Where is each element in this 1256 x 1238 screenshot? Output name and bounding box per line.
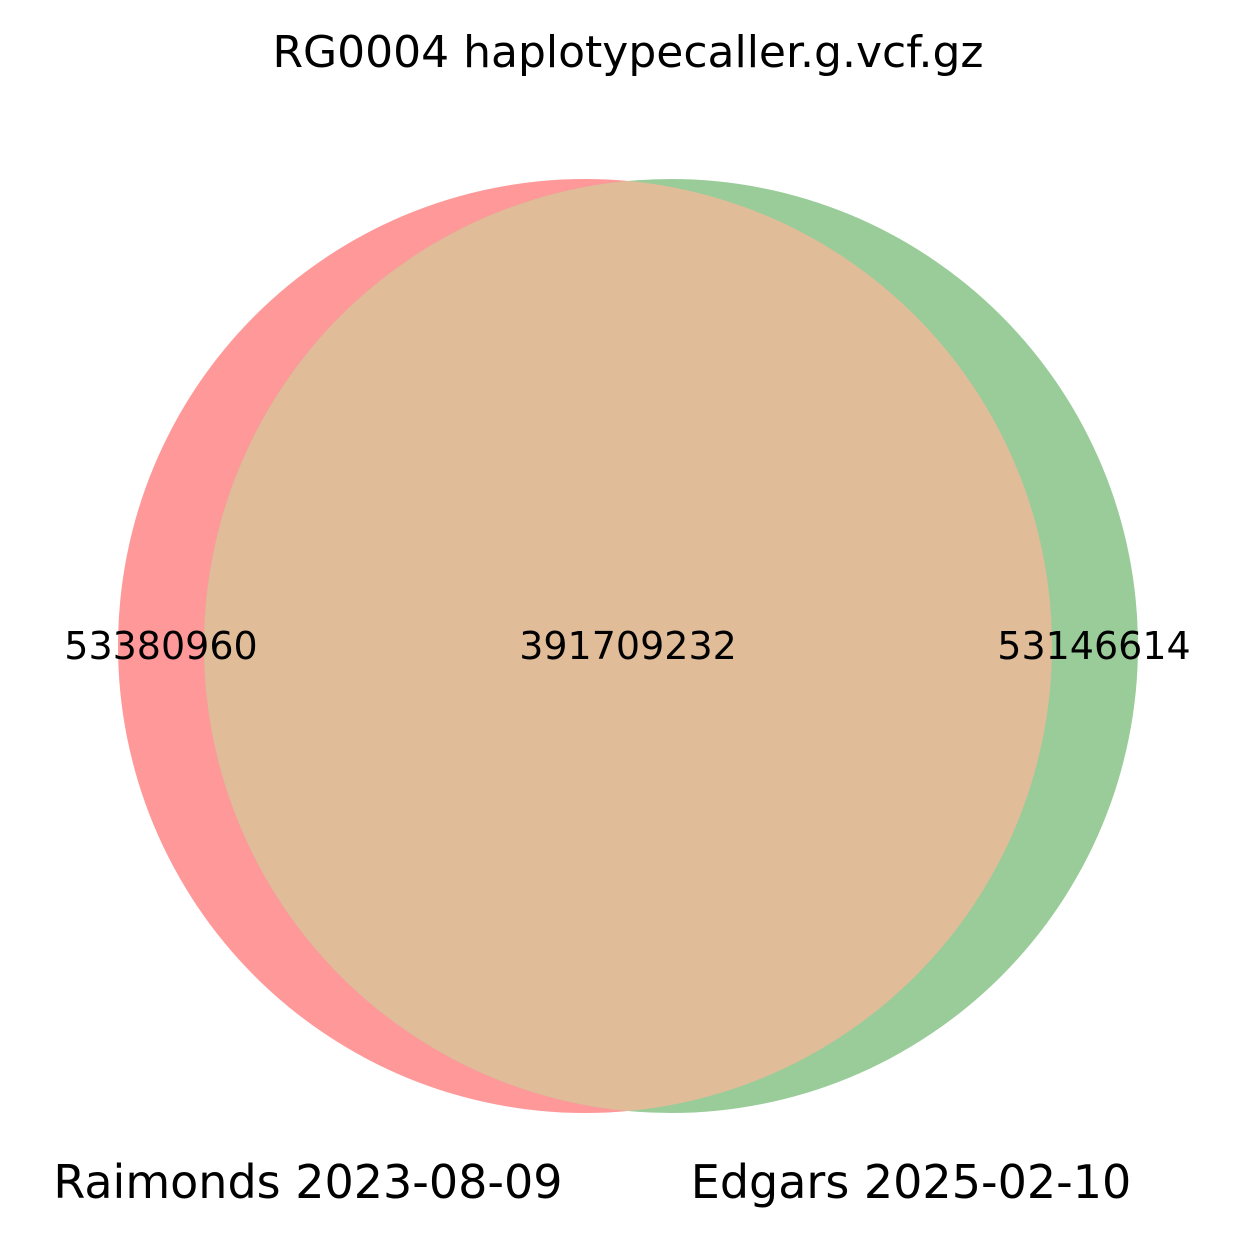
intersection-region (204, 179, 1052, 1113)
raimonds-only-count: 53380960 (64, 624, 257, 668)
set-label-edgars: Edgars 2025-02-10 (691, 1155, 1131, 1209)
intersection-count: 391709232 (519, 624, 737, 668)
chart-title: RG0004 haplotypecaller.g.vcf.gz (272, 27, 983, 78)
set-label-raimonds: Raimonds 2023-08-09 (53, 1155, 562, 1209)
edgars-only-count: 53146614 (997, 624, 1190, 668)
